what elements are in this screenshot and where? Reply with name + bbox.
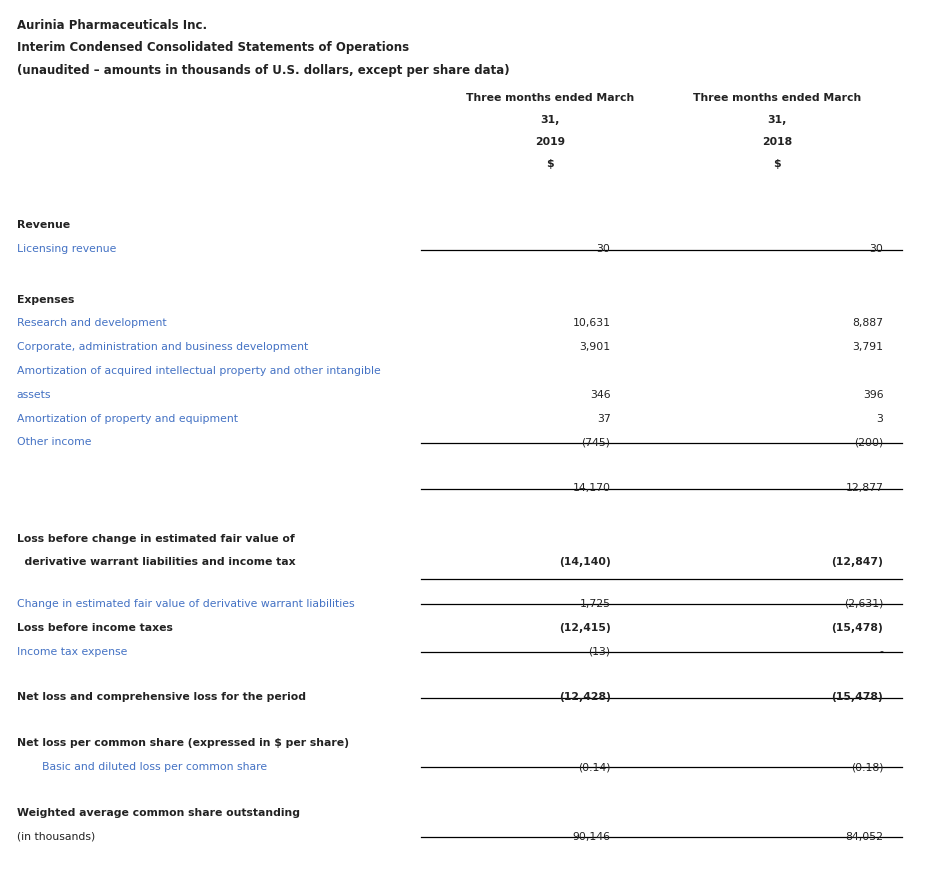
Text: Change in estimated fair value of derivative warrant liabilities: Change in estimated fair value of deriva… xyxy=(17,599,354,609)
Text: Basic and diluted loss per common share: Basic and diluted loss per common share xyxy=(42,762,266,772)
Text: (0.14): (0.14) xyxy=(578,762,610,772)
Text: Corporate, administration and business development: Corporate, administration and business d… xyxy=(17,342,308,352)
Text: (12,847): (12,847) xyxy=(832,557,883,567)
Text: Weighted average common share outstanding: Weighted average common share outstandin… xyxy=(17,808,300,818)
Text: $: $ xyxy=(773,159,781,168)
Text: Three months ended March: Three months ended March xyxy=(693,93,861,102)
Text: 8,887: 8,887 xyxy=(852,318,883,328)
Text: 30: 30 xyxy=(870,244,883,254)
Text: Income tax expense: Income tax expense xyxy=(17,647,127,656)
Text: Amortization of acquired intellectual property and other intangible: Amortization of acquired intellectual pr… xyxy=(17,366,380,376)
Text: Licensing revenue: Licensing revenue xyxy=(17,244,116,254)
Text: (13): (13) xyxy=(588,647,610,656)
Text: -: - xyxy=(880,647,883,656)
Text: (745): (745) xyxy=(582,437,611,447)
Text: Loss before change in estimated fair value of: Loss before change in estimated fair val… xyxy=(17,534,294,543)
Text: 1,725: 1,725 xyxy=(579,599,610,609)
Text: Loss before income taxes: Loss before income taxes xyxy=(17,623,173,632)
Text: Interim Condensed Consolidated Statements of Operations: Interim Condensed Consolidated Statement… xyxy=(17,41,409,55)
Text: (2,631): (2,631) xyxy=(844,599,883,609)
Text: Amortization of property and equipment: Amortization of property and equipment xyxy=(17,414,238,423)
Text: 84,052: 84,052 xyxy=(845,832,883,841)
Text: 396: 396 xyxy=(863,390,883,400)
Text: (14,140): (14,140) xyxy=(559,557,610,567)
Text: Net loss per common share (expressed in $ per share): Net loss per common share (expressed in … xyxy=(17,738,349,748)
Text: (12,428): (12,428) xyxy=(559,692,610,702)
Text: 90,146: 90,146 xyxy=(573,832,611,841)
Text: (unaudited – amounts in thousands of U.S. dollars, except per share data): (unaudited – amounts in thousands of U.S… xyxy=(17,64,510,77)
Text: assets: assets xyxy=(17,390,51,400)
Text: 31,: 31, xyxy=(768,115,786,124)
Text: 3,791: 3,791 xyxy=(852,342,883,352)
Text: Net loss and comprehensive loss for the period: Net loss and comprehensive loss for the … xyxy=(17,692,305,702)
Text: 30: 30 xyxy=(597,244,610,254)
Text: Expenses: Expenses xyxy=(17,295,74,304)
Text: (12,415): (12,415) xyxy=(559,623,610,632)
Text: 346: 346 xyxy=(590,390,610,400)
Text: 2019: 2019 xyxy=(536,137,565,146)
Text: (in thousands): (in thousands) xyxy=(17,832,95,841)
Text: Research and development: Research and development xyxy=(17,318,166,328)
Text: Aurinia Pharmaceuticals Inc.: Aurinia Pharmaceuticals Inc. xyxy=(17,19,207,33)
Text: Revenue: Revenue xyxy=(17,220,69,230)
Text: 3,901: 3,901 xyxy=(579,342,610,352)
Text: 10,631: 10,631 xyxy=(573,318,611,328)
Text: (15,478): (15,478) xyxy=(832,692,883,702)
Text: derivative warrant liabilities and income tax: derivative warrant liabilities and incom… xyxy=(17,557,295,567)
Text: (0.18): (0.18) xyxy=(851,762,883,772)
Text: (200): (200) xyxy=(854,437,883,447)
Text: Other income: Other income xyxy=(17,437,92,447)
Text: 14,170: 14,170 xyxy=(573,483,611,493)
Text: Three months ended March: Three months ended March xyxy=(466,93,635,102)
Text: (15,478): (15,478) xyxy=(832,623,883,632)
Text: $: $ xyxy=(547,159,554,168)
Text: 2018: 2018 xyxy=(762,137,792,146)
Text: 3: 3 xyxy=(877,414,883,423)
Text: 37: 37 xyxy=(597,414,610,423)
Text: 12,877: 12,877 xyxy=(845,483,883,493)
Text: 31,: 31, xyxy=(541,115,560,124)
